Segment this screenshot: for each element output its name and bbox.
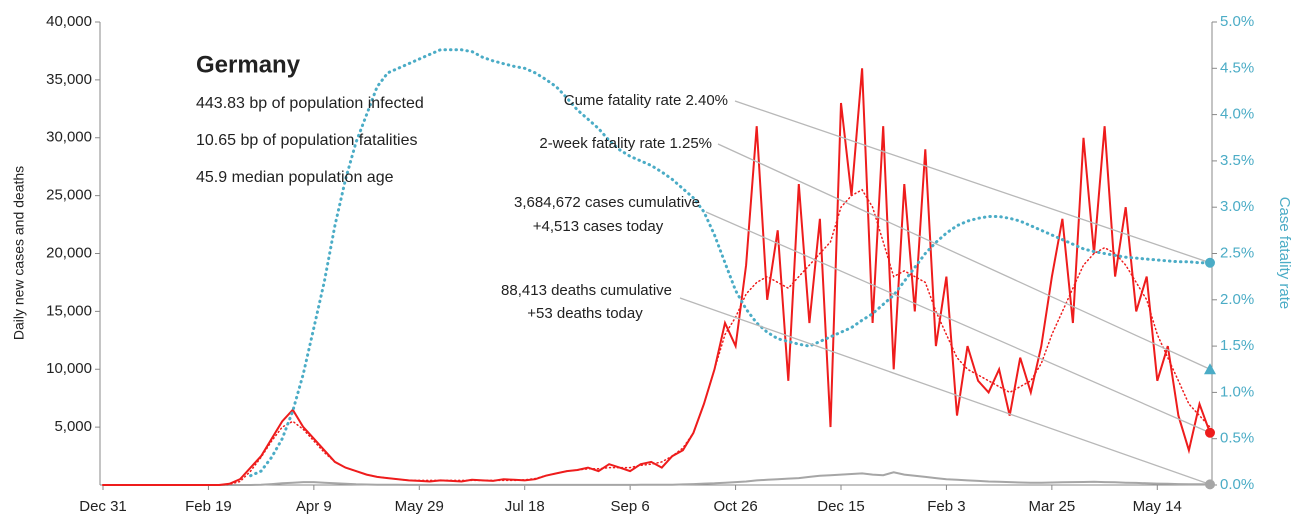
- x-tick-label: Feb 19: [185, 498, 232, 515]
- y-tick-label: 5,000: [54, 418, 92, 435]
- x-tick-label: Apr 9: [296, 498, 332, 515]
- y2-tick-label: 1.5%: [1220, 337, 1254, 354]
- y2-tick-label: 4.5%: [1220, 59, 1254, 76]
- leader-line: [734, 100, 1211, 264]
- series-line: [102, 68, 1211, 486]
- x-tick-label: May 29: [395, 498, 444, 515]
- x-tick-label: Dec 15: [817, 498, 865, 515]
- leader-line: [705, 211, 1211, 434]
- y2-tick-label: 2.5%: [1220, 244, 1254, 261]
- end-marker: [1205, 479, 1215, 490]
- y-tick-label: 40,000: [46, 13, 92, 30]
- x-tick-label: Oct 26: [713, 498, 757, 515]
- annotation-text: +4,513 cases today: [533, 218, 664, 235]
- end-marker: [1204, 363, 1216, 375]
- x-tick-label: May 14: [1133, 498, 1182, 515]
- y2-axis-label: Case fatality rate: [1276, 197, 1293, 310]
- y2-tick-label: 5.0%: [1220, 13, 1254, 30]
- x-tick-label: Mar 25: [1029, 498, 1076, 515]
- y2-tick-label: 0.0%: [1220, 476, 1254, 493]
- info-line: 45.9 median population age: [196, 169, 394, 186]
- series-line: [102, 471, 1211, 486]
- y-tick-label: 30,000: [46, 129, 92, 146]
- annotation-text: 2-week fatality rate 1.25%: [539, 135, 712, 152]
- x-tick-label: Sep 6: [611, 498, 650, 515]
- x-tick-label: Feb 3: [927, 498, 965, 515]
- annotation-text: Cume fatality rate 2.40%: [564, 92, 728, 109]
- annotation-text: 3,684,672 cases cumulative: [514, 194, 700, 211]
- x-tick-label: Jul 18: [505, 498, 545, 515]
- y2-tick-label: 2.0%: [1220, 291, 1254, 308]
- leader-line: [679, 297, 1211, 485]
- info-line: 10.65 bp of population fatalities: [196, 132, 418, 149]
- info-line: 443.83 bp of population infected: [196, 95, 424, 112]
- y-tick-label: 35,000: [46, 71, 92, 88]
- y2-tick-label: 4.0%: [1220, 106, 1254, 123]
- y2-tick-label: 3.5%: [1220, 152, 1254, 169]
- y-tick-label: 10,000: [46, 360, 92, 377]
- y-axis-label: Daily new cases and deaths: [11, 166, 27, 340]
- leader-line: [717, 143, 1211, 370]
- annotation-text: +53 deaths today: [527, 305, 643, 322]
- y2-tick-label: 0.5%: [1220, 430, 1254, 447]
- info-title: Germany: [196, 51, 301, 78]
- x-tick-label: Dec 31: [79, 498, 127, 515]
- y2-tick-label: 3.0%: [1220, 198, 1254, 215]
- end-marker: [1205, 257, 1215, 268]
- annotation-text: 88,413 deaths cumulative: [501, 282, 672, 299]
- y-tick-label: 25,000: [46, 187, 92, 204]
- y2-tick-label: 1.0%: [1220, 383, 1254, 400]
- y-tick-label: 15,000: [46, 302, 92, 319]
- y-tick-label: 20,000: [46, 244, 92, 261]
- end-marker: [1205, 427, 1215, 438]
- series-line: [249, 48, 1212, 478]
